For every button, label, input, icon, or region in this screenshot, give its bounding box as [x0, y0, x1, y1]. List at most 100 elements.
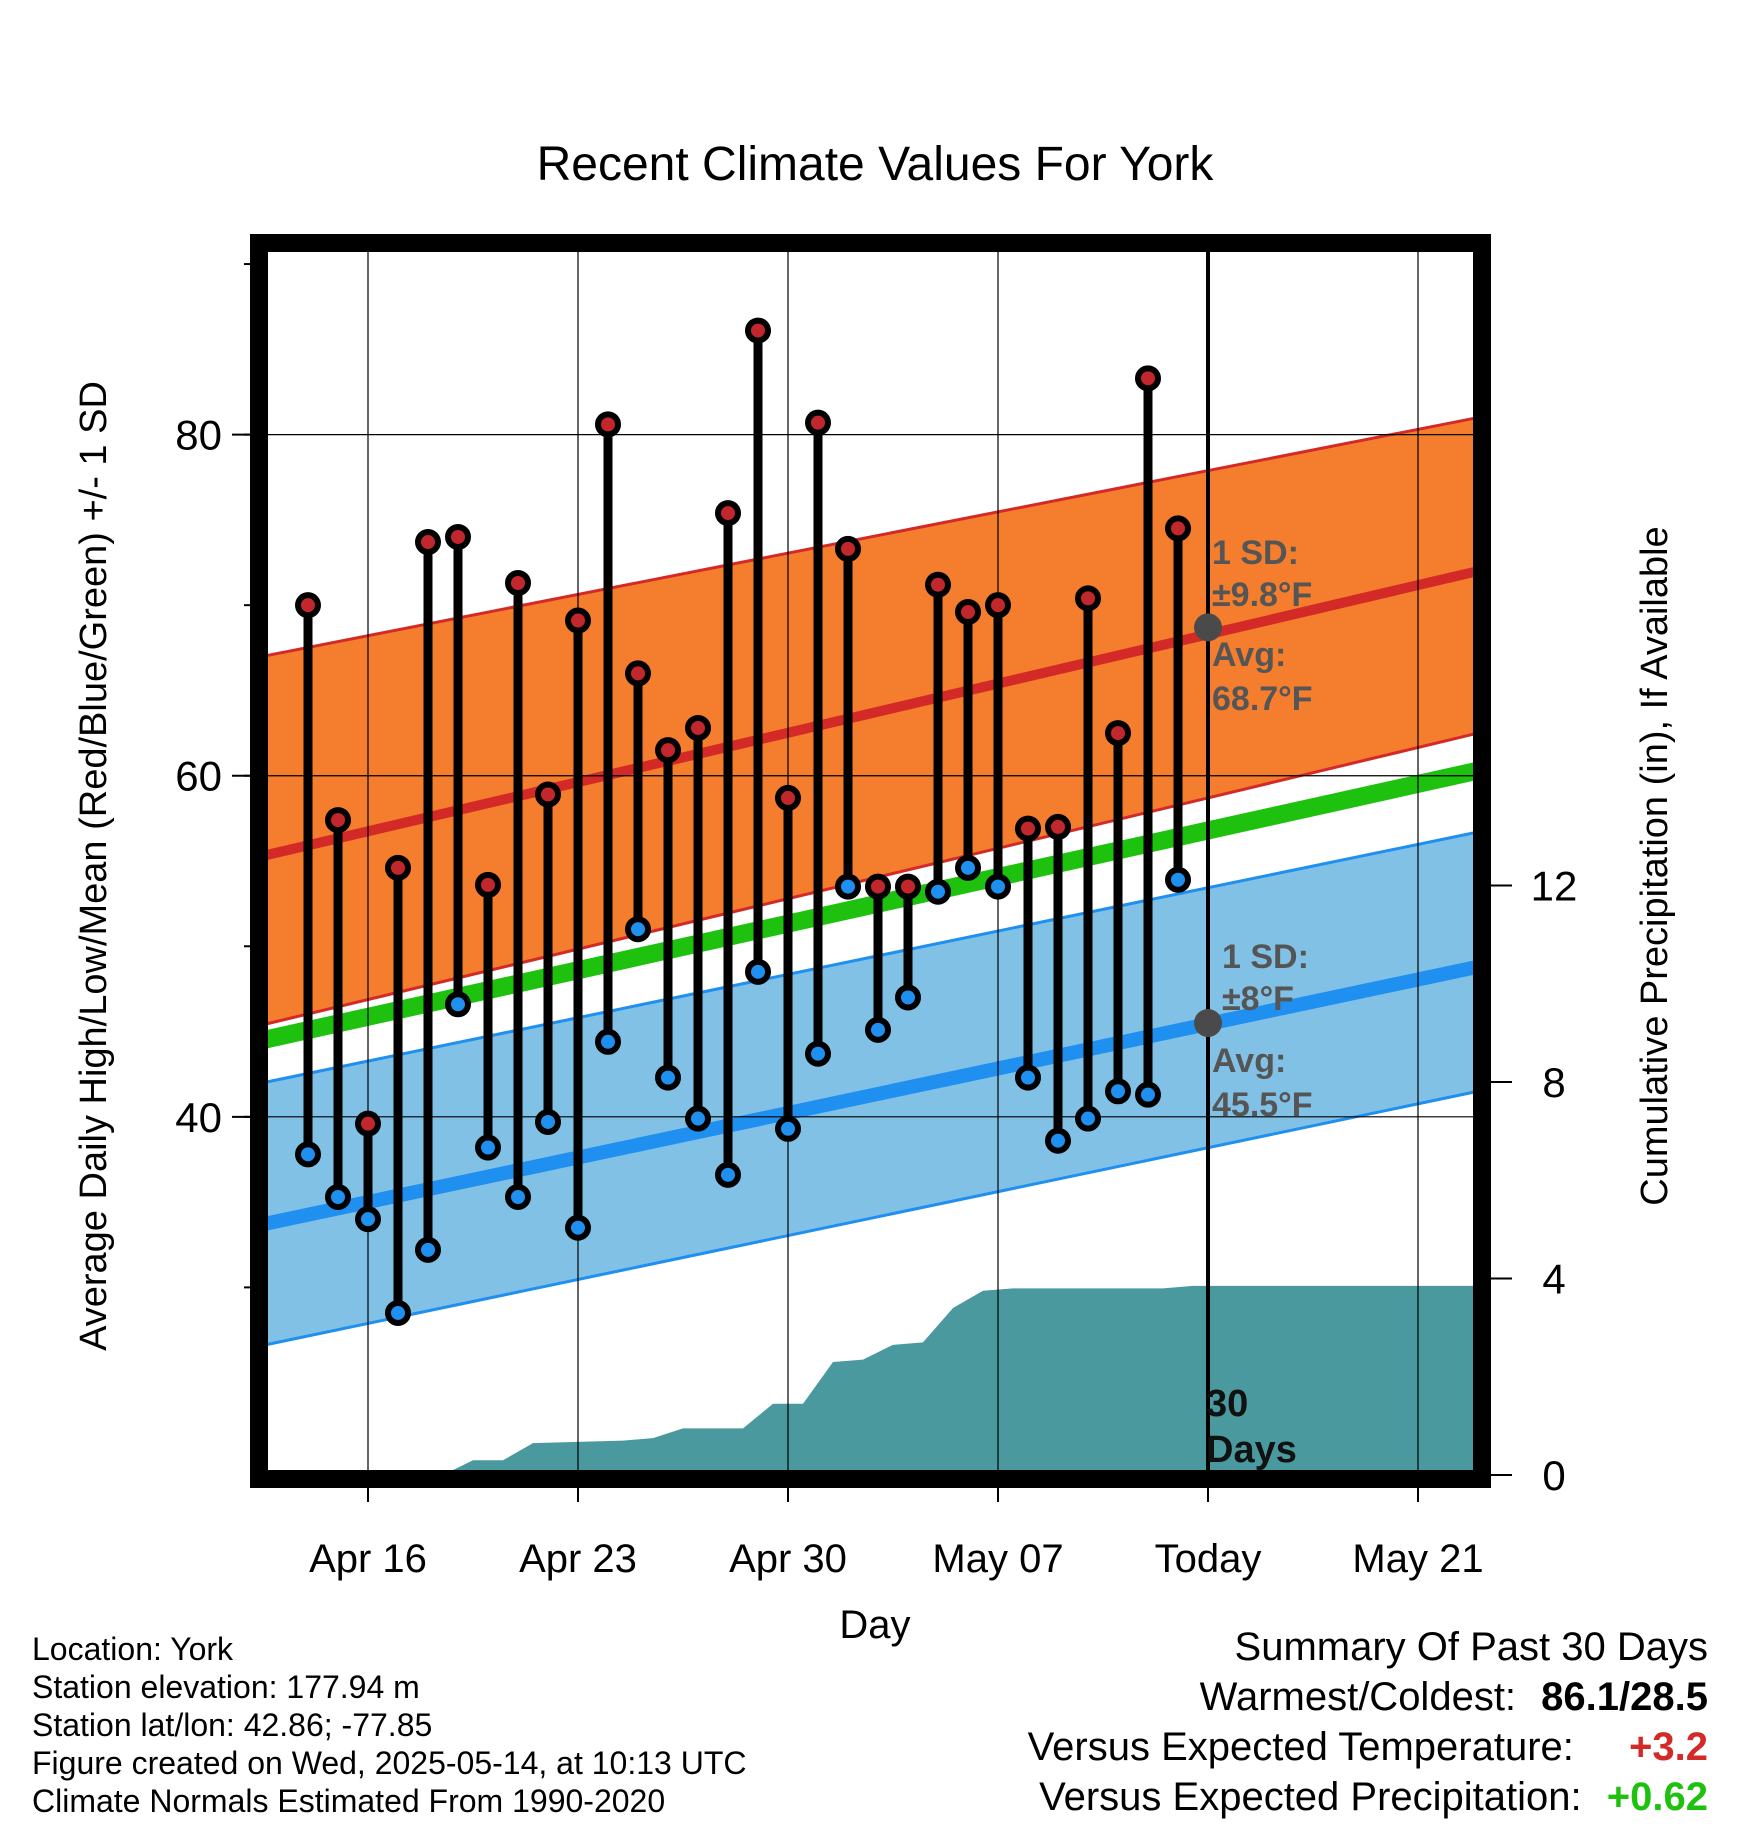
daily-high-marker [925, 571, 951, 598]
daily-high-marker [505, 569, 531, 596]
y-tick-label: 80 [175, 412, 222, 459]
daily-low-marker [505, 1183, 531, 1210]
daily-low-marker [535, 1108, 561, 1135]
warm-cold-value: 86.1/28.5 [1541, 1675, 1708, 1719]
x-tick-label: Today [1155, 1537, 1262, 1581]
daily-high-marker [775, 784, 801, 811]
daily-low-marker [625, 916, 651, 943]
daily-low-marker [655, 1064, 681, 1091]
low-sd-label: 1 SD: [1222, 938, 1309, 976]
x-tick-label: Apr 23 [519, 1537, 637, 1581]
daily-high-marker [985, 592, 1011, 619]
x-tick-label: Apr 16 [309, 1537, 427, 1581]
created-text: Figure created on Wed, 2025-05-14, at 10… [32, 1745, 747, 1781]
daily-low-marker [385, 1299, 411, 1326]
daily-high-marker [415, 529, 441, 556]
low-normal-line [261, 959, 1480, 1232]
daily-high-marker [1165, 515, 1191, 542]
low-sd-value: ±8°F [1222, 980, 1294, 1018]
daily-low-marker [415, 1236, 441, 1263]
high-sd-label: 1 SD: [1212, 534, 1299, 572]
daily-high-marker [1075, 585, 1101, 612]
daily-low-marker [925, 878, 951, 905]
daily-high-marker [625, 660, 651, 687]
daily-low-marker [745, 958, 771, 985]
high-avg-label: Avg: [1212, 636, 1286, 674]
low-annotation: 1 SD: ±8°F Avg: 45.5°F [1212, 938, 1313, 1124]
high-annotation: 1 SD: ±9.8°F Avg: 68.7°F [1212, 534, 1313, 718]
daily-low-marker [685, 1105, 711, 1132]
daily-low-marker [1165, 866, 1191, 893]
daily-high-marker [895, 873, 921, 900]
daily-low-marker [325, 1183, 351, 1210]
chart-title: Recent Climate Values For York [537, 138, 1215, 191]
high-sd-band-upper-edge [262, 416, 1479, 658]
daily-low-marker [835, 873, 861, 900]
high-normal-line [261, 566, 1480, 861]
daily-low-marker [1015, 1064, 1041, 1091]
daily-low-marker [475, 1134, 501, 1161]
daily-high-marker [565, 607, 591, 634]
x-tick-label: Apr 30 [729, 1537, 847, 1581]
daily-high-marker [535, 781, 561, 808]
daily-low-marker [955, 854, 981, 881]
elevation-text: Station elevation: 177.94 m [32, 1669, 420, 1705]
plot-area: 40 60 80 0 4 8 12 Apr 16 Apr 23 Apr 30 May 07 Today… [175, 234, 1578, 1581]
daily-low-marker [895, 984, 921, 1011]
daily-high-marker [745, 317, 771, 344]
daily-low-marker [1135, 1081, 1161, 1108]
daily-high-marker [1105, 720, 1131, 747]
x-tick-label: May 07 [932, 1537, 1063, 1581]
plot-frame [250, 234, 1491, 1488]
low-avg-label: Avg: [1212, 1042, 1286, 1080]
precip-row: Versus Expected Precipitation: +0.62 [1028, 1772, 1708, 1822]
daily-high-marker [865, 873, 891, 900]
normals-text: Climate Normals Estimated From 1990-2020 [32, 1783, 666, 1819]
temp-value: +3.2 [1629, 1725, 1708, 1769]
y2-tick-label: 12 [1531, 863, 1578, 910]
high-sd-value: ±9.8°F [1212, 576, 1312, 614]
daily-low-marker [445, 991, 471, 1018]
precip-label: Versus Expected Precipitation: [1039, 1775, 1582, 1819]
x-tick-label: May 21 [1352, 1537, 1483, 1581]
y2-tick-label: 8 [1542, 1059, 1565, 1106]
y2-axis-label: Cumulative Precipitation (in), If Availa… [1634, 526, 1676, 1205]
daily-high-marker [355, 1110, 381, 1137]
x-axis-label: Day [839, 1603, 910, 1647]
daily-high-marker [1135, 365, 1161, 392]
station-info: Location: York Station elevation: 177.94… [32, 1630, 746, 1820]
high-avg-value: 68.7°F [1212, 680, 1313, 718]
daily-high-marker [805, 409, 831, 436]
daily-low-marker [715, 1161, 741, 1188]
daily-high-marker [595, 411, 621, 438]
summary-title: Summary Of Past 30 Days [1234, 1625, 1708, 1669]
daily-low-marker [1045, 1127, 1071, 1154]
period-annotation: 30 Days [1206, 1383, 1297, 1471]
location-text: Location: York [32, 1631, 234, 1667]
daily-low-marker [595, 1028, 621, 1055]
y-tick-label: 60 [175, 753, 222, 800]
latlon-text: Station lat/lon: 42.86; -77.85 [32, 1707, 433, 1743]
daily-high-marker [1015, 815, 1041, 842]
period-label-days: Days [1206, 1429, 1297, 1471]
warm-cold-row: Warmest/Coldest: 86.1/28.5 [1028, 1672, 1708, 1722]
daily-low-marker [295, 1141, 321, 1168]
daily-high-marker [715, 500, 741, 527]
period-label-number: 30 [1206, 1383, 1248, 1425]
daily-high-marker [655, 737, 681, 764]
daily-low-marker [355, 1206, 381, 1233]
temp-label: Versus Expected Temperature: [1027, 1725, 1574, 1769]
daily-high-marker [835, 535, 861, 562]
daily-low-marker [1105, 1078, 1131, 1105]
daily-high-marker [955, 598, 981, 625]
daily-high-marker [685, 714, 711, 741]
precip-area [293, 1285, 1478, 1475]
low-sd-band-lower-edge [262, 1089, 1479, 1347]
warm-cold-label: Warmest/Coldest: [1199, 1675, 1517, 1719]
precip-value: +0.62 [1606, 1775, 1708, 1819]
y-tick-label: 40 [175, 1094, 222, 1141]
low-avg-value: 45.5°F [1212, 1086, 1313, 1124]
daily-low-marker [565, 1214, 591, 1241]
axes-ticks [232, 263, 1512, 1502]
